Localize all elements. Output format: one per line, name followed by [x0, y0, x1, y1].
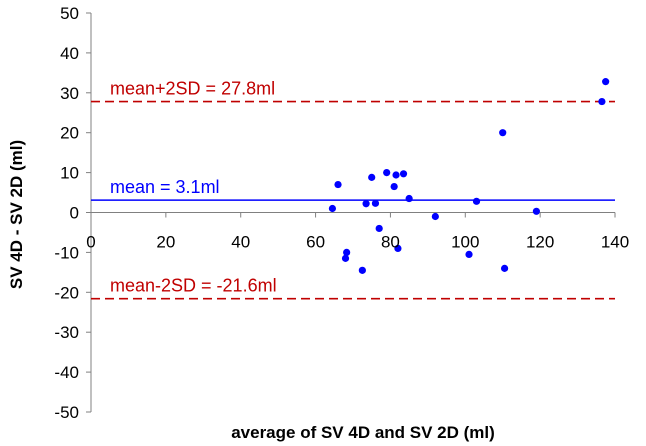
mean-label: mean = 3.1ml: [110, 177, 220, 197]
data-point: [375, 224, 383, 233]
axes-layer: [86, 12, 616, 413]
data-point: [500, 264, 509, 272]
y-tick-label: 50: [60, 4, 79, 23]
data-point: [390, 182, 398, 191]
y-tick-label: -10: [54, 243, 79, 262]
y-tick-label: -30: [54, 323, 79, 342]
lower-limit-label: mean-2SD = -21.6ml: [110, 276, 277, 296]
data-point: [341, 254, 350, 262]
data-point: [343, 248, 351, 256]
data-points-layer: [328, 78, 610, 274]
y-tick-label: -40: [54, 363, 79, 382]
y-tick-label: 20: [60, 124, 79, 143]
data-point: [368, 173, 376, 181]
x-tick-label: 80: [381, 233, 400, 252]
x-tick-label: 100: [451, 233, 479, 252]
y-tick-label: 0: [70, 204, 79, 223]
data-point: [399, 170, 408, 178]
data-point: [362, 200, 370, 208]
x-tick-label: 140: [601, 233, 629, 252]
x-tick-label: 120: [526, 233, 554, 252]
reference-lines-layer: mean = 3.1ml mean+2SD = 27.8ml mean-2SD = …: [91, 79, 615, 300]
y-axis-title: SV 4D - SV 2D (ml): [7, 140, 26, 289]
data-point: [328, 204, 337, 213]
data-point: [431, 212, 439, 221]
data-point: [602, 78, 610, 86]
data-point: [499, 129, 507, 137]
x-tick-label: 40: [231, 233, 250, 252]
data-point: [394, 244, 402, 253]
data-point: [532, 207, 541, 215]
y-tick-label: 30: [60, 84, 79, 103]
data-point: [392, 171, 400, 179]
y-tick-label: -20: [54, 283, 79, 302]
y-tick-label: -50: [54, 403, 79, 422]
data-point: [358, 266, 366, 274]
upper-limit-label: mean+2SD = 27.8ml: [110, 79, 275, 99]
x-tick-label: 20: [156, 233, 175, 252]
data-point: [598, 97, 606, 106]
data-point: [334, 180, 342, 189]
y-tick-label: 40: [60, 44, 79, 63]
data-point: [383, 169, 391, 177]
data-point: [465, 250, 473, 258]
x-tick-label: 60: [306, 233, 325, 252]
data-point: [472, 197, 481, 205]
x-axis-title: average of SV 4D and SV 2D (ml): [231, 423, 495, 442]
data-point: [371, 199, 380, 207]
data-point: [405, 194, 413, 203]
y-tick-label: 10: [60, 164, 79, 183]
x-tick-label: 0: [86, 233, 95, 252]
